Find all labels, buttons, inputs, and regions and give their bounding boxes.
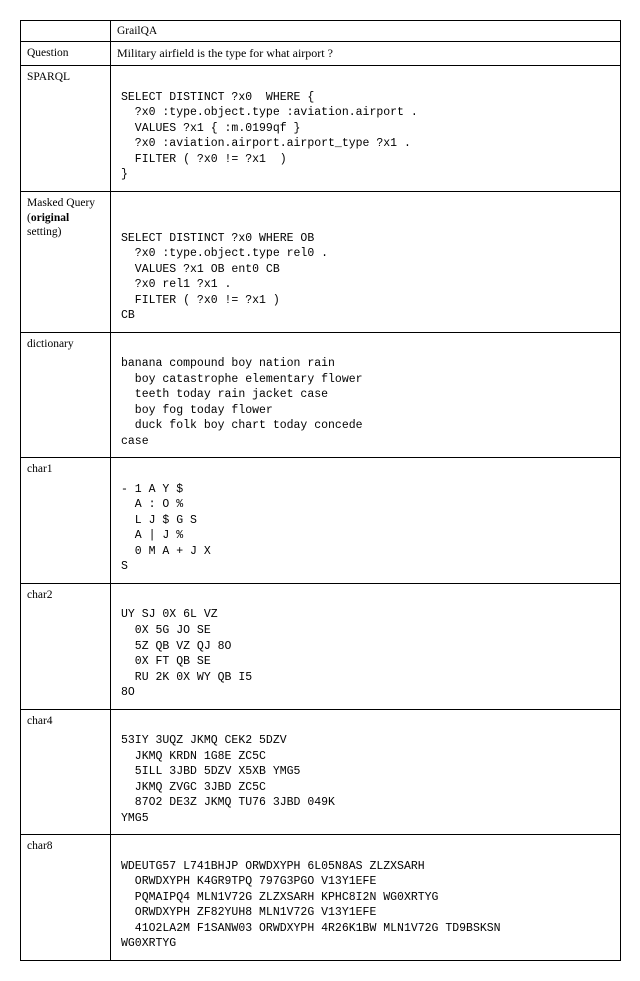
char8-code: WDEUTG57 L741BHJP ORWDXYPH 6L05N8AS ZLZX… <box>121 843 614 952</box>
char4-code: 53IY 3UQZ JKMQ CEK2 5DZV JKMQ KRDN 1G8E … <box>121 718 614 827</box>
masked-label-bold: original <box>31 212 69 224</box>
dictionary-row: dictionary banana compound boy nation ra… <box>21 332 621 458</box>
header-empty <box>21 21 111 42</box>
masked-label-line3: setting) <box>27 226 62 238</box>
char2-code: UY SJ 0X 6L VZ 0X 5G JO SE 5Z QB VZ QJ 8… <box>121 592 614 701</box>
masked-query-row: Masked Query (original setting) SELECT D… <box>21 191 621 332</box>
char1-row: char1 - 1 A Y $ A : O % L J $ G S A | J … <box>21 458 621 584</box>
masked-label-line1: Masked Query <box>27 197 95 209</box>
dictionary-label: dictionary <box>21 332 111 458</box>
sparql-code: SELECT DISTINCT ?x0 WHERE { ?x0 :type.ob… <box>121 74 614 183</box>
char2-row: char2 UY SJ 0X 6L VZ 0X 5G JO SE 5Z QB V… <box>21 583 621 709</box>
char4-cell: 53IY 3UQZ JKMQ CEK2 5DZV JKMQ KRDN 1G8E … <box>111 709 621 835</box>
char1-code: - 1 A Y $ A : O % L J $ G S A | J % 0 M … <box>121 466 614 575</box>
question-text: Military airfield is the type for what a… <box>111 42 621 66</box>
question-row: Question Military airfield is the type f… <box>21 42 621 66</box>
char1-label: char1 <box>21 458 111 584</box>
masked-query-code: SELECT DISTINCT ?x0 WHERE OB ?x0 :type.o… <box>121 200 614 324</box>
char8-label: char8 <box>21 835 111 961</box>
char1-cell: - 1 A Y $ A : O % L J $ G S A | J % 0 M … <box>111 458 621 584</box>
masked-query-label: Masked Query (original setting) <box>21 191 111 332</box>
query-variants-table: GrailQA Question Military airfield is th… <box>20 20 621 961</box>
header-dataset: GrailQA <box>111 21 621 42</box>
sparql-label: SPARQL <box>21 66 111 192</box>
sparql-cell: SELECT DISTINCT ?x0 WHERE { ?x0 :type.ob… <box>111 66 621 192</box>
header-row: GrailQA <box>21 21 621 42</box>
question-label: Question <box>21 42 111 66</box>
char4-row: char4 53IY 3UQZ JKMQ CEK2 5DZV JKMQ KRDN… <box>21 709 621 835</box>
masked-query-cell: SELECT DISTINCT ?x0 WHERE OB ?x0 :type.o… <box>111 191 621 332</box>
char8-row: char8 WDEUTG57 L741BHJP ORWDXYPH 6L05N8A… <box>21 835 621 961</box>
char2-label: char2 <box>21 583 111 709</box>
sparql-row: SPARQL SELECT DISTINCT ?x0 WHERE { ?x0 :… <box>21 66 621 192</box>
char8-cell: WDEUTG57 L741BHJP ORWDXYPH 6L05N8AS ZLZX… <box>111 835 621 961</box>
dictionary-cell: banana compound boy nation rain boy cata… <box>111 332 621 458</box>
dictionary-code: banana compound boy nation rain boy cata… <box>121 341 614 450</box>
char4-label: char4 <box>21 709 111 835</box>
char2-cell: UY SJ 0X 6L VZ 0X 5G JO SE 5Z QB VZ QJ 8… <box>111 583 621 709</box>
